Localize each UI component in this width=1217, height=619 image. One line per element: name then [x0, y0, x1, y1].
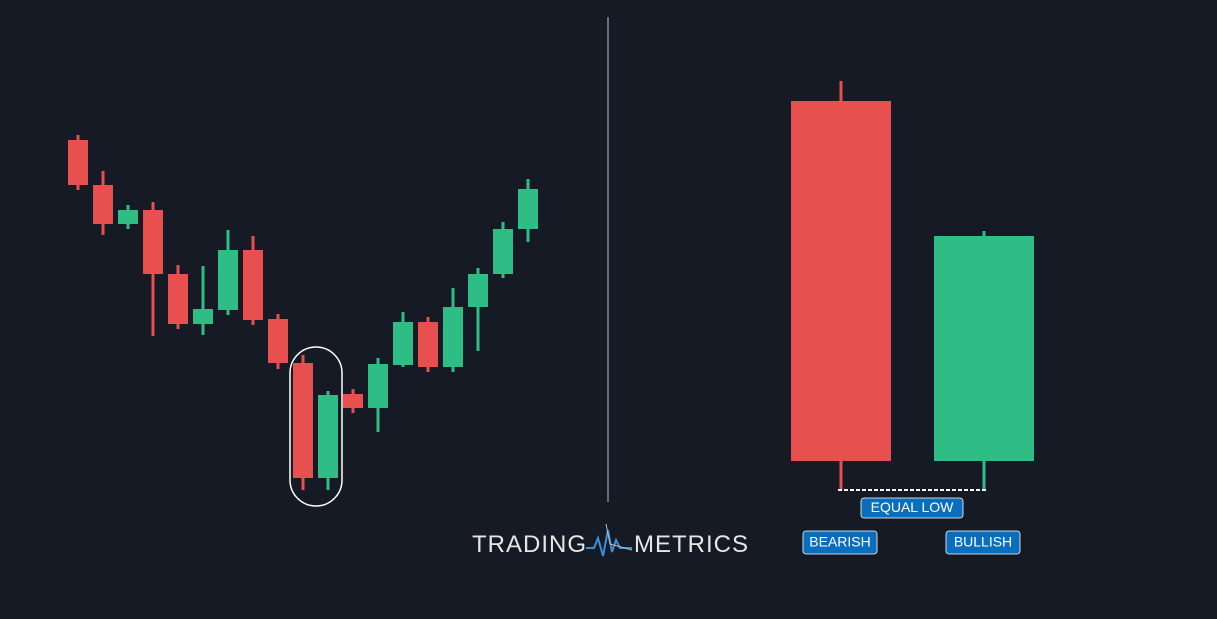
candle-body — [143, 210, 163, 274]
bearish-label: BEARISH — [809, 534, 870, 550]
candle-body — [293, 363, 313, 478]
candle-body — [168, 274, 188, 324]
candle-body — [791, 101, 891, 461]
candle-body — [318, 395, 338, 478]
candle-body — [193, 309, 213, 324]
candle-body — [393, 322, 413, 365]
candle-body — [93, 185, 113, 224]
candle-body — [468, 274, 488, 307]
bullish-tag — [945, 530, 1021, 555]
candle-body — [243, 250, 263, 320]
candle-body — [368, 364, 388, 408]
candle-body — [118, 210, 138, 224]
candle-body — [518, 189, 538, 229]
equal-low-tag — [860, 497, 964, 519]
candle-body — [443, 307, 463, 367]
bullish-label: BULLISH — [954, 534, 1012, 550]
candle-body — [218, 250, 238, 310]
logo-icon — [586, 529, 632, 557]
candle-body — [934, 236, 1034, 461]
equal-low-label: EQUAL LOW — [871, 499, 955, 515]
candle-body — [418, 322, 438, 367]
candle-body — [493, 229, 513, 274]
candle-body — [268, 319, 288, 363]
logo-left: TRADING — [472, 531, 587, 558]
candles — [68, 81, 1034, 490]
logo-right: METRICS — [634, 531, 749, 558]
highlight — [289, 346, 343, 507]
bearish-tag — [802, 530, 878, 555]
candle-body — [68, 140, 88, 185]
candle-body — [343, 394, 363, 408]
logo-icon-accent — [605, 523, 633, 551]
